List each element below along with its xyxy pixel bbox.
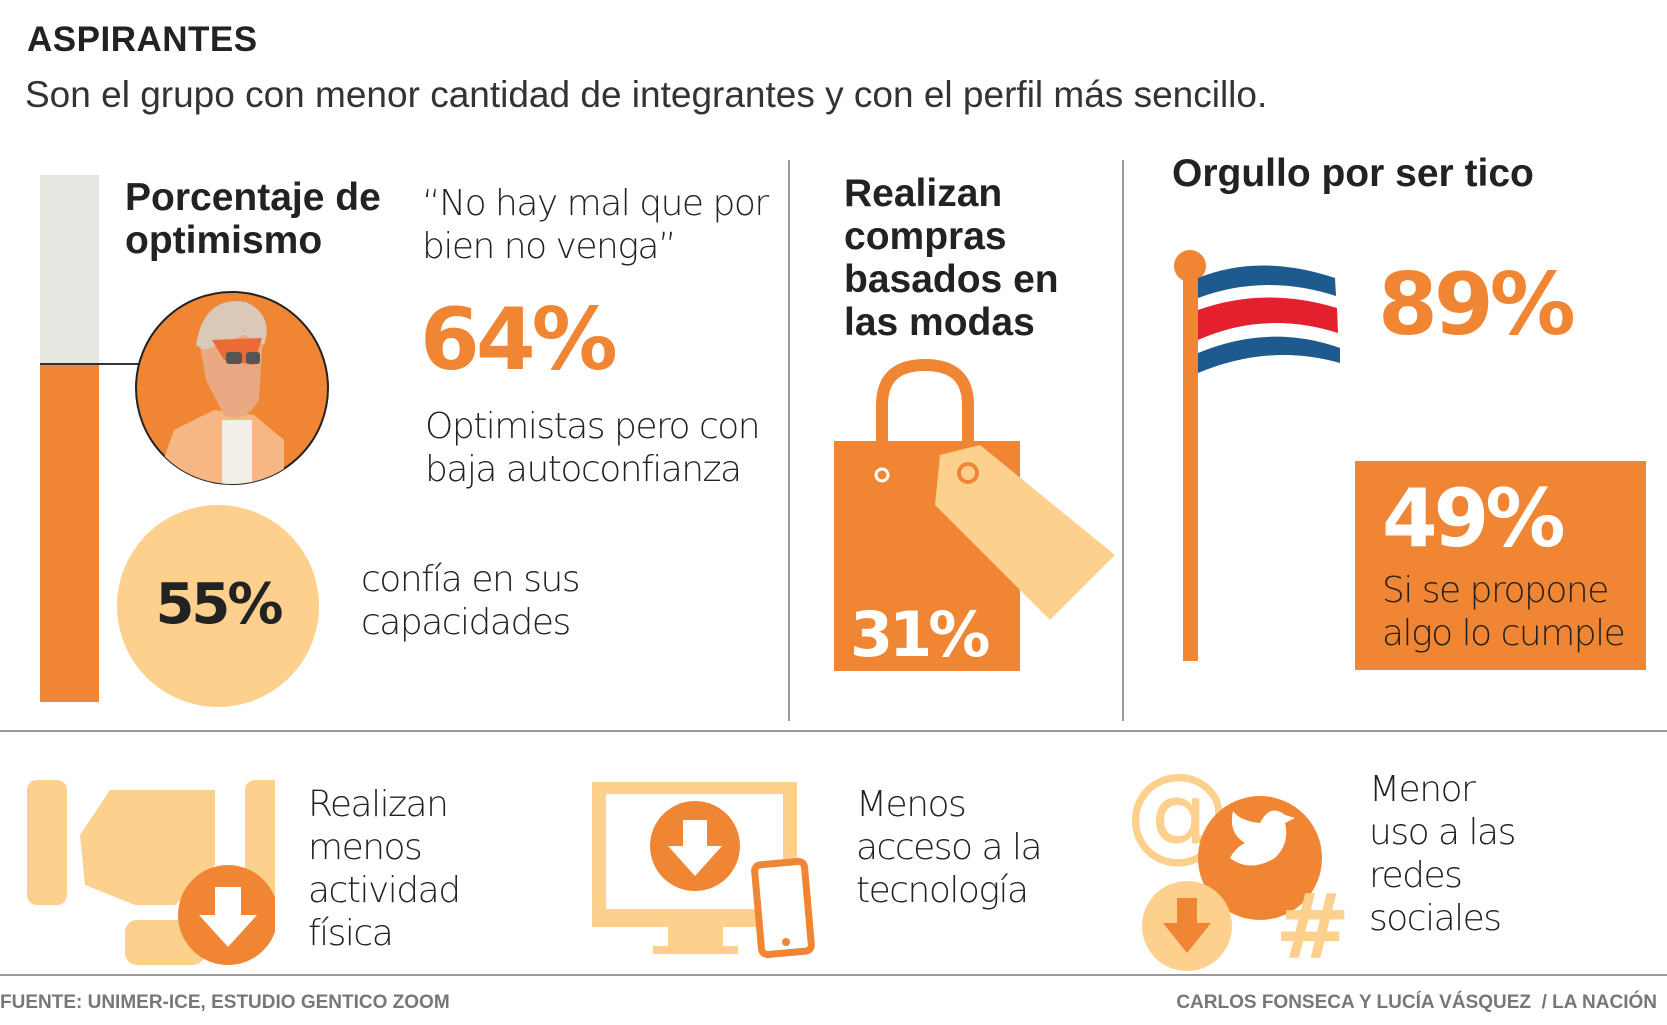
optimism-caption: Optimistas pero con baja autoconfianza bbox=[425, 406, 761, 490]
confidence-circle bbox=[117, 505, 319, 707]
fashion-heading: Realizan compras basados en las modas bbox=[844, 172, 1059, 344]
bottom-text-activity: Realizan menos actividad física bbox=[308, 784, 461, 954]
bar-connector bbox=[40, 363, 140, 365]
page-title: ASPIRANTES bbox=[27, 20, 258, 59]
footer-credit: CARLOS FONSECA Y LUCÍA VÁSQUEZ / LA NACI… bbox=[1176, 992, 1657, 1013]
footer-divider bbox=[0, 974, 1667, 976]
confidence-caption: confía en sus capacidades bbox=[361, 559, 581, 643]
svg-text:#: # bbox=[1275, 875, 1350, 973]
optimism-bar bbox=[40, 175, 99, 702]
quote: “No hay mal que por bien no venga” bbox=[422, 183, 769, 267]
goal-box bbox=[1355, 461, 1646, 670]
section-divider bbox=[0, 730, 1667, 732]
confidence-value: 55% bbox=[155, 572, 283, 637]
costa-rica-flag-icon bbox=[1174, 250, 1340, 661]
person-avatar-icon bbox=[135, 291, 329, 485]
computer-download-icon bbox=[592, 782, 815, 958]
optimism-heading: Porcentaje de optimismo bbox=[125, 176, 381, 262]
optimism-value: 64% bbox=[420, 290, 618, 390]
pride-heading: Orgullo por ser tico bbox=[1172, 152, 1534, 195]
fashion-value: 31% bbox=[850, 598, 990, 671]
pride-value: 89% bbox=[1378, 255, 1576, 355]
social-media-down-icon: @ # bbox=[1125, 763, 1350, 973]
divider bbox=[1122, 160, 1124, 721]
optimism-bar-fill bbox=[40, 364, 99, 702]
goal-value: 49% bbox=[1382, 472, 1565, 565]
shopping-bag-icon bbox=[834, 358, 1115, 671]
goal-caption: Si se propone algo lo cumple bbox=[1382, 570, 1626, 654]
page-subtitle: Son el grupo con menor cantidad de integ… bbox=[25, 74, 1268, 115]
divider bbox=[788, 160, 790, 721]
footer-source: FUENTE: UNIMER-ICE, ESTUDIO GENTICO ZOOM bbox=[0, 992, 450, 1013]
fist-down-icon bbox=[27, 780, 275, 965]
bottom-text-social: Menor uso a las redes sociales bbox=[1369, 769, 1516, 939]
bottom-text-technology: Menos acceso a la tecnología bbox=[856, 784, 1043, 911]
